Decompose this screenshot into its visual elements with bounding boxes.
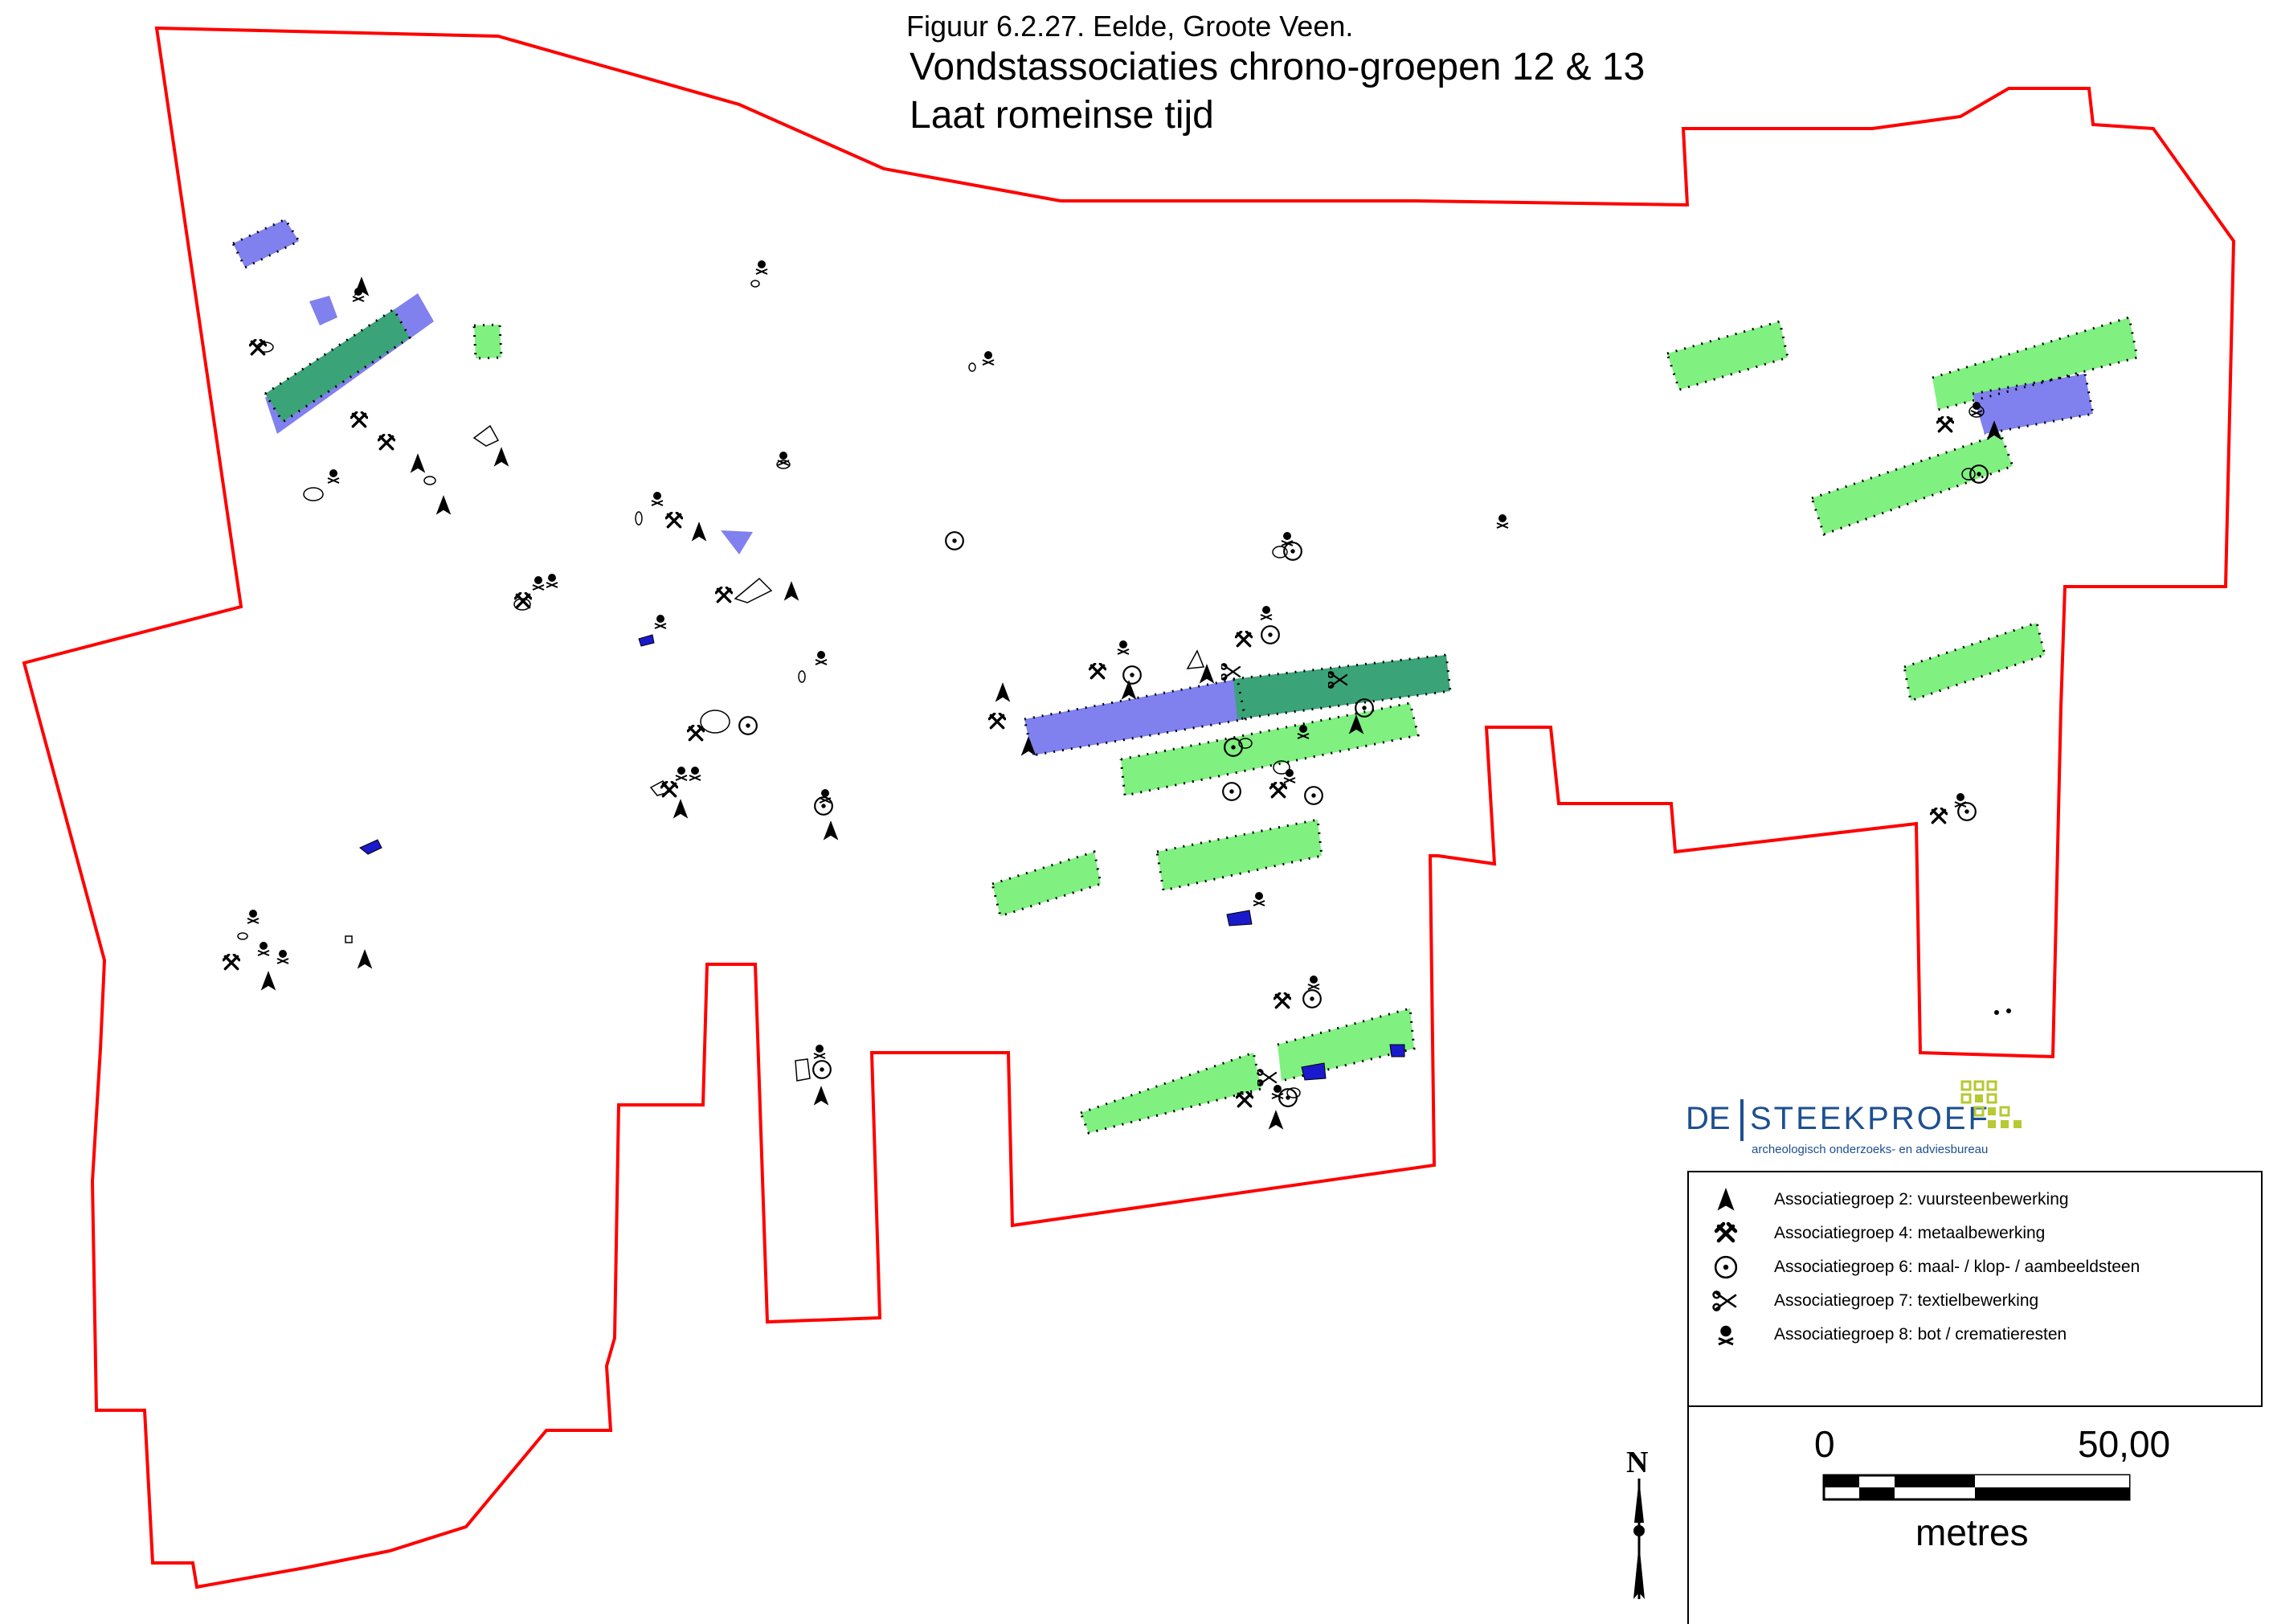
logo-tagline: archeologisch onderzoeks- en adviesburea…	[1752, 1143, 1989, 1156]
legend-label: Associatiegroep 7: textielbewerking	[1774, 1291, 2039, 1310]
legend-label: Associatiegroep 8: bot / crematieresten	[1774, 1325, 2067, 1344]
circle-dot-icon	[738, 464, 1989, 1107]
map-subtitle: Laat romeinse tijd	[910, 94, 1214, 137]
north-arrow-icon	[1633, 1479, 1645, 1599]
pit-outlines	[237, 280, 1985, 1098]
house-green-center-overlap	[1233, 655, 1450, 719]
arrowhead-icon	[1717, 1188, 1735, 1211]
house-blue-nw-tiny	[309, 296, 337, 325]
logo-divider	[1740, 1099, 1744, 1141]
house-green-nw-small	[474, 325, 501, 358]
skull-icon	[247, 260, 1983, 1099]
legend: Associatiegroep 2: vuursteenbewerking As…	[1687, 1171, 2263, 1407]
scale-end-label: 50,00	[2078, 1423, 2171, 1465]
house-green-center-2	[1157, 820, 1322, 890]
legend-item: Associatiegroep 6: maal- / klop- / aambe…	[1689, 1251, 2251, 1283]
logo-squares-icon	[1960, 1080, 2022, 1128]
legend-label: Associatiegroep 2: vuursteenbewerking	[1774, 1190, 2069, 1209]
feature-blue-triangle	[721, 530, 753, 554]
legend-item: Associatiegroep 7: textielbewerking	[1689, 1285, 2251, 1317]
figure-caption: Figuur 6.2.27. Eelde, Groote Veen.	[906, 10, 1354, 43]
house-green-ne-2	[1932, 317, 2137, 410]
dark-blue-features	[359, 634, 1405, 1081]
excavation-boundary	[22, 26, 2236, 1589]
logo-name: STEEKPROEF	[1750, 1101, 1990, 1136]
scale-panel	[1687, 1407, 2263, 1624]
find-symbols	[223, 260, 2002, 1130]
legend-item: Associatiegroep 2: vuursteenbewerking	[1689, 1184, 2251, 1216]
legend-item: Associatiegroep 4: metaalbewerking	[1689, 1217, 2251, 1250]
legend-label: Associatiegroep 4: metaalbewerking	[1774, 1224, 2046, 1242]
house-green-south-1	[1081, 1053, 1261, 1133]
house-green-center-3	[992, 852, 1101, 916]
house-green-ne-3	[1812, 434, 2013, 534]
hammer-icon	[1714, 1221, 1738, 1243]
house-plans	[233, 219, 2137, 1133]
legend-label: Associatiegroep 6: maal- / klop- / aambe…	[1774, 1258, 2140, 1276]
scale-unit-label: metres	[1915, 1512, 2029, 1553]
scissors-icon	[1712, 1291, 1737, 1311]
north-label: N	[1626, 1446, 1649, 1479]
legend-item: Associatiegroep 8: bot / crematieresten	[1689, 1319, 2251, 1351]
house-blue-nw-small	[233, 219, 299, 268]
logo-prefix: DE	[1686, 1101, 1731, 1136]
post-holes	[231, 218, 2139, 1135]
house-blue-center	[1024, 679, 1245, 755]
house-green-center-1	[1121, 703, 1418, 796]
house-green-nw-overlap	[265, 309, 410, 422]
circle-dot-icon	[1714, 1255, 1738, 1279]
house-green-ne-1	[1667, 321, 1788, 390]
scale-start-label: 0	[1814, 1423, 1835, 1465]
map-title: Vondstassociaties chrono-groepen 12 & 13	[910, 46, 1646, 88]
skull-icon	[1718, 1325, 1734, 1346]
steekproef-logo: DE STEEKPROEF archeologisch onderzoeks- …	[1686, 1070, 2039, 1167]
house-green-south-2	[1278, 1008, 1414, 1081]
house-green-e	[1904, 623, 2045, 701]
scale-bar-graphic	[1822, 1474, 2131, 1501]
